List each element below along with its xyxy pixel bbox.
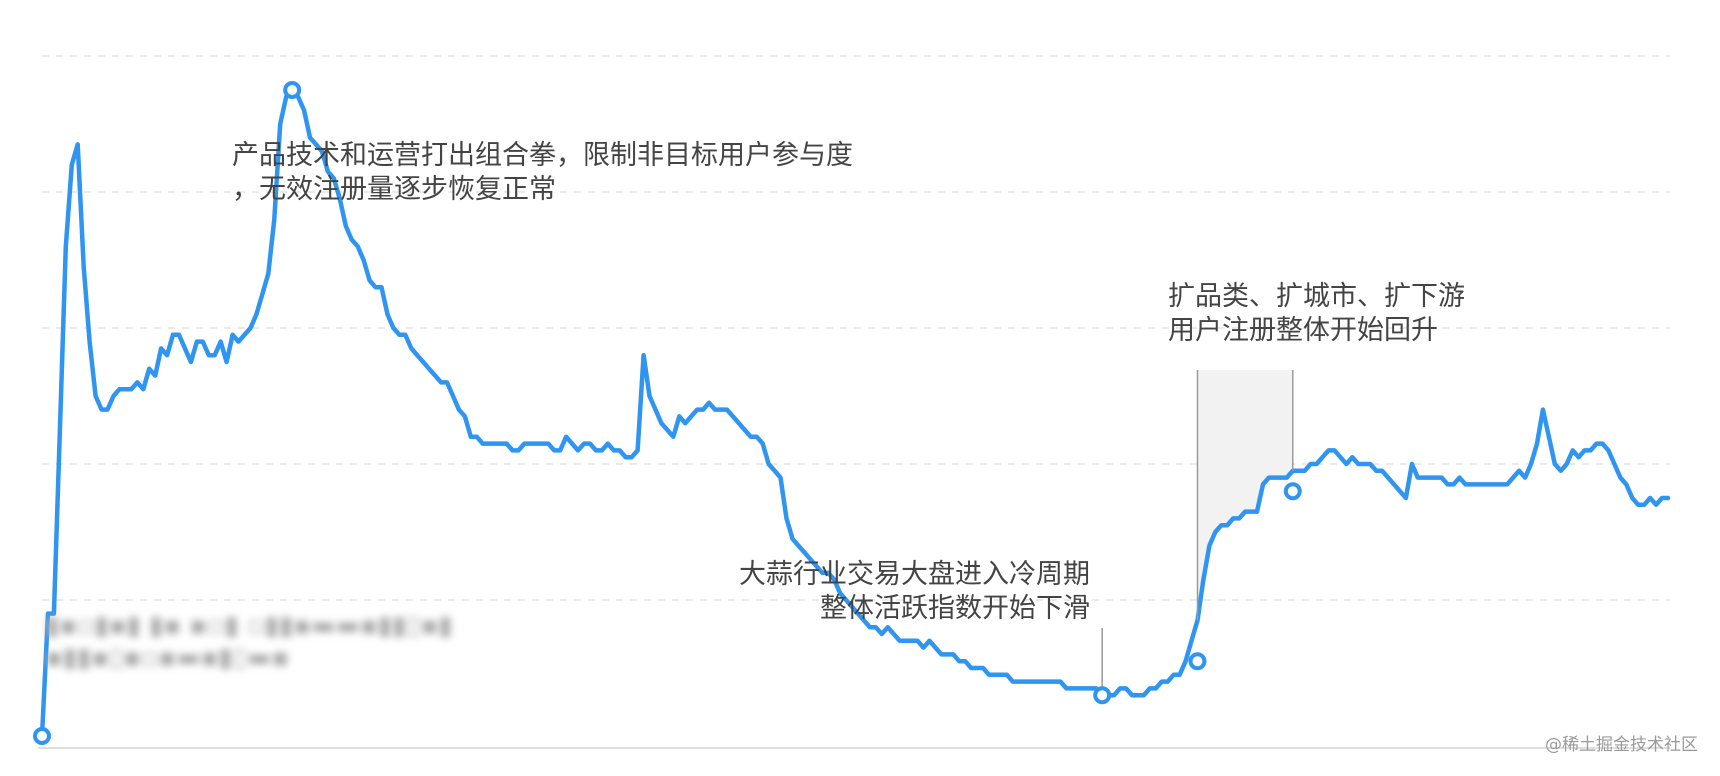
registration-series-line <box>39 87 1671 739</box>
annotation-band-2 <box>1197 370 1293 621</box>
annotation-1-line-1: 整体活跃指数开始下滑 <box>820 593 1090 624</box>
obscured-annotation: ▮▪▫▮▪▮ ▮▪ ▪▫▮ ▫▮▮▪▬▬▪▮▮▯▪▮▪▮▮▪▯▪▫▪▬▪▮▯▬▪ <box>45 611 453 673</box>
obscured-annotation-line-1: ▪▮▮▪▯▪▫▪▬▪▮▯▬▪ <box>45 643 289 673</box>
annotation-0-line-0: 产品技术和运营打出组合拳，限制非目标用户参与度 <box>232 140 853 171</box>
grid-lines <box>42 55 1670 601</box>
annotation-0-line-1: ，无效注册量逐步恢复正常 <box>232 174 556 205</box>
annotation-1-line-0: 大蒜行业交易大盘进入冷周期 <box>739 559 1090 590</box>
annotation-bands <box>1197 370 1293 621</box>
event-marker-2 <box>1093 686 1112 705</box>
obscured-annotation-line-0: ▮▪▫▮▪▮ ▮▪ ▪▫▮ ▫▮▮▪▬▬▪▮▮▯▪▮ <box>45 611 453 641</box>
event-markers <box>33 81 1302 745</box>
watermark-text: @稀土掘金技术社区 <box>1545 735 1698 755</box>
annotation-2-line-1: 用户注册整体开始回升 <box>1168 315 1438 346</box>
event-marker-3 <box>1188 652 1207 671</box>
annotation-leader-lines <box>1101 370 1294 696</box>
annotation-texts: 产品技术和运营打出组合拳，限制非目标用户参与度，无效注册量逐步恢复正常大蒜行业交… <box>232 140 1465 624</box>
event-marker-0 <box>33 727 51 745</box>
event-marker-4 <box>1283 482 1302 501</box>
event-marker-1 <box>283 81 302 99</box>
annotation-2-line-0: 扩品类、扩城市、扩下游 <box>1168 281 1465 312</box>
